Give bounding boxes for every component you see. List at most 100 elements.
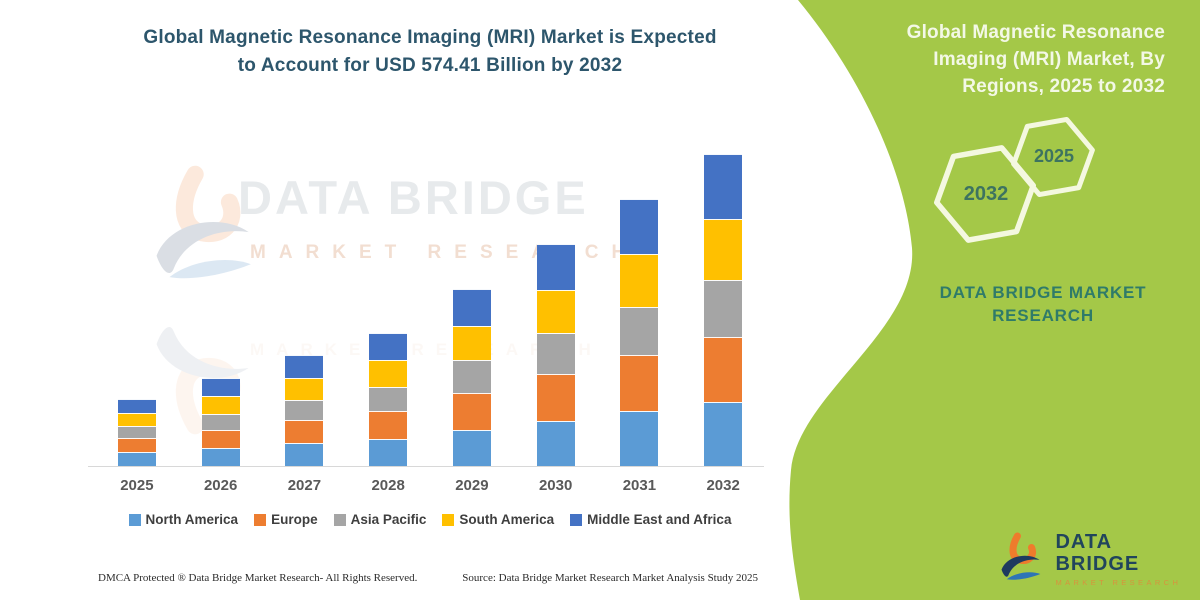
legend-item: Middle East and Africa: [570, 512, 731, 527]
bar-segment: [369, 360, 408, 387]
chart-legend: North America Europe Asia Pacific South Ame…: [85, 512, 775, 527]
corner-logo-name: DATA BRIDGE: [1055, 531, 1140, 575]
legend-swatch-icon: [333, 513, 346, 526]
right-panel-title-line1: Global Magnetic Resonance: [906, 22, 1165, 43]
bar-stack: [704, 153, 743, 466]
right-panel-title-line3: Regions, 2025 to 2032: [962, 75, 1165, 97]
bar-segment: [704, 279, 743, 337]
legend-item: Asia Pacific: [333, 512, 427, 527]
bar-segment: [452, 392, 491, 430]
bar-segment: [452, 429, 491, 466]
bar-segment: [285, 355, 324, 379]
chart-title: Global Magnetic Resonance Imaging (MRI) …: [95, 24, 765, 79]
bar-column-2030: [514, 140, 598, 466]
bar-stack: [452, 288, 491, 466]
bar-stack: [285, 355, 324, 466]
bar-column-2026: [179, 140, 263, 466]
bar-segment: [452, 325, 491, 361]
bar-stack: [117, 399, 156, 466]
legend-swatch-icon: [254, 513, 267, 526]
x-axis-labels: 2025 2026 2027 2028 2029 2030 2031 2032: [95, 477, 765, 494]
legend-swatch-icon: [570, 513, 583, 526]
hexagon-year-2032: 2032: [963, 183, 1009, 205]
bar-segment: [369, 410, 408, 439]
bar-stack: [369, 332, 408, 466]
hexagons-graphic: [933, 116, 1095, 243]
chart-title-line2: to Account for USD 574.41 Billion by 203…: [237, 54, 623, 76]
legend-label: Europe: [271, 512, 318, 527]
bar-segment: [117, 452, 156, 466]
bar-segment: [536, 289, 575, 334]
bar-segment: [704, 336, 743, 402]
bar-segment: [620, 306, 659, 356]
right-panel-title-line2: Imaging (MRI) Market, By: [933, 48, 1165, 70]
plot-area: [95, 140, 765, 466]
bar-segment: [536, 420, 575, 466]
x-axis-label: 2026: [203, 477, 238, 494]
legend-label: South America: [459, 512, 555, 527]
x-axis-label: 2025: [120, 477, 154, 494]
legend-item: North America: [128, 512, 239, 527]
bar-segment: [452, 288, 491, 326]
bar-segment: [536, 243, 575, 290]
x-axis-label: 2029: [455, 477, 489, 494]
bar-segment: [201, 396, 240, 414]
bar-segment: [704, 153, 743, 219]
bar-column-2032: [681, 140, 765, 466]
bar-segment: [201, 378, 240, 397]
data-bridge-logo-icon: [1001, 532, 1041, 580]
corner-logo: DATA BRIDGE MARKET RESEARCH: [998, 531, 1200, 587]
legend-item: Europe: [254, 512, 318, 527]
hexagon-year-2025: 2025: [1033, 146, 1075, 166]
bar-segment: [285, 399, 324, 421]
bar-segment: [369, 332, 408, 361]
legend-item: South America: [442, 512, 554, 527]
hexagon-2025-icon: [1011, 116, 1095, 198]
legend-label: North America: [145, 512, 239, 527]
right-panel-title: Global Magnetic Resonance Imaging (MRI) …: [855, 20, 1165, 101]
bar-segment: [201, 429, 240, 448]
bar-segment: [117, 413, 156, 427]
bar-segment: [285, 420, 324, 444]
bar-segment: [117, 426, 156, 439]
brand-name-line1: DATA BRIDGE MARKET: [939, 283, 1147, 302]
chart-title-line1: Global Magnetic Resonance Imaging (MRI) …: [143, 27, 717, 48]
bar-stack: [536, 243, 575, 466]
bar-segment: [369, 438, 408, 466]
x-axis-label: 2028: [371, 477, 405, 494]
bar-segment: [704, 402, 743, 466]
bar-segment: [285, 378, 324, 400]
footer: DMCA Protected ® Data Bridge Market Rese…: [98, 572, 758, 584]
x-axis-line: [88, 466, 764, 467]
bar-column-2028: [346, 140, 430, 466]
bar-column-2027: [263, 140, 347, 466]
corner-logo-subtitle: MARKET RESEARCH: [1055, 578, 1182, 587]
bar-segment: [117, 399, 156, 414]
bar-stack: [620, 198, 659, 466]
legend-label: Middle East and Africa: [587, 512, 732, 527]
bar-segment: [201, 448, 240, 466]
bar-segment: [536, 333, 575, 374]
legend-swatch-icon: [128, 513, 141, 526]
x-axis-label: 2027: [287, 477, 322, 494]
legend-label: Asia Pacific: [350, 512, 427, 527]
bar-segment: [620, 411, 659, 466]
bar-segment: [117, 438, 156, 453]
footer-source-text: Source: Data Bridge Market Research Mark…: [462, 572, 758, 584]
footer-dmca-text: DMCA Protected ® Data Bridge Market Rese…: [98, 572, 418, 584]
x-axis-label: 2030: [538, 477, 573, 494]
x-axis-label: 2032: [706, 477, 740, 494]
bar-column-2025: [95, 140, 179, 466]
bar-segment: [620, 198, 659, 255]
x-axis-label: 2031: [622, 477, 657, 494]
legend-swatch-icon: [442, 513, 455, 526]
bar-segment: [201, 413, 240, 430]
brand-name-line2: RESEARCH: [992, 305, 1094, 325]
bar-segment: [369, 386, 408, 411]
bar-segment: [285, 443, 324, 466]
bar-segment: [620, 355, 659, 412]
bar-column-2031: [598, 140, 682, 466]
bar-segment: [536, 373, 575, 421]
bar-segment: [704, 218, 743, 280]
